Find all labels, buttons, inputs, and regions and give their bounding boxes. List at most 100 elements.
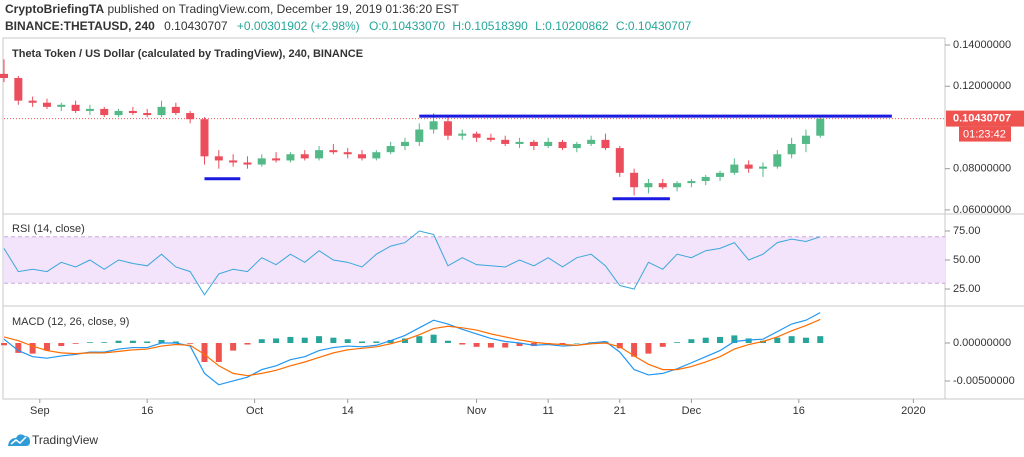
candle-body (214, 156, 223, 161)
histogram-bar (573, 343, 580, 344)
histogram-bar (788, 336, 795, 344)
candle-body (143, 113, 152, 116)
candle-body (157, 106, 166, 116)
y-tick-label: 75.00 (953, 225, 981, 237)
y-tick-label: 0.08000000 (953, 163, 1011, 175)
histogram-bar (717, 336, 724, 344)
histogram-bar (430, 334, 437, 344)
histogram-bar (444, 340, 451, 344)
candle-body (257, 158, 266, 165)
candle-body (529, 141, 538, 147)
candle-body (486, 137, 495, 140)
histogram-bar (258, 339, 265, 344)
candle-body (400, 141, 409, 147)
logo-cloud (8, 434, 30, 446)
histogram-bar (387, 339, 394, 344)
histogram-bar (817, 336, 824, 344)
histogram-bar (802, 337, 809, 344)
last-price-box (946, 110, 1024, 127)
histogram-bar (301, 337, 308, 344)
x-tick-label: 21 (614, 405, 626, 417)
candle-body (114, 110, 123, 116)
histogram-bar (373, 341, 380, 344)
histogram-bar (631, 343, 638, 357)
x-tick-label: Sep (30, 405, 50, 417)
histogram-bar (659, 343, 666, 347)
candle-body (14, 77, 23, 101)
candle-body (773, 154, 782, 167)
candle-body (71, 104, 80, 111)
candle-body (42, 102, 51, 107)
candle-body (716, 172, 725, 177)
x-tick-label: 16 (141, 405, 153, 417)
histogram-bar (602, 341, 609, 344)
footer-brand: TradingView (32, 433, 98, 447)
candle-body (558, 141, 567, 149)
macd-line (3, 318, 821, 377)
candle-body (28, 100, 37, 103)
candle-body (128, 110, 137, 114)
histogram-bar (244, 343, 251, 345)
x-tick-label: Nov (467, 405, 487, 417)
macd-line (3, 312, 821, 386)
histogram-bar (401, 338, 408, 344)
histogram-bar (287, 336, 294, 344)
candle-body (630, 172, 639, 188)
x-tick-label: 2020 (901, 405, 925, 417)
candle-body (601, 139, 610, 149)
y-tick-label: -0.00500000 (953, 375, 1015, 387)
histogram-bar (273, 338, 280, 344)
candle-body (458, 133, 467, 136)
candle-body (644, 183, 653, 188)
candle-body (472, 133, 481, 138)
candle-body (515, 141, 524, 144)
candle-body (415, 129, 424, 142)
histogram-bar (702, 337, 709, 344)
candle-body (544, 141, 553, 147)
candle-body (186, 113, 195, 120)
histogram-bar (72, 343, 79, 344)
candle-body (758, 166, 767, 169)
candle-body (687, 181, 696, 184)
candle-body (329, 150, 338, 153)
candle-body (57, 104, 66, 107)
candle-body (386, 146, 395, 153)
histogram-bar (645, 343, 652, 354)
candle-body (658, 183, 667, 188)
histogram-bar (774, 337, 781, 344)
candle-body (572, 143, 581, 149)
candle-body (0, 73, 8, 78)
rsi-line (3, 230, 821, 296)
histogram-bar (230, 343, 237, 351)
histogram-bar (172, 341, 179, 344)
published: published on TradingView.com, December 1… (107, 2, 459, 16)
candle-body (615, 148, 624, 173)
histogram-bar (674, 342, 681, 344)
histogram-bar (502, 343, 509, 348)
histogram-bar (316, 336, 323, 344)
histogram-bar (688, 339, 695, 344)
histogram-bar (616, 343, 623, 349)
histogram-bar (359, 341, 366, 344)
histogram-bar (215, 343, 222, 362)
x-tick-label: Oct (246, 405, 263, 417)
pane-title: Theta Token / US Dollar (calculated by T… (12, 48, 363, 60)
symbol-line: BINANCE:THETAUSD, 240 0.10430707 +0.0030… (5, 19, 692, 33)
countdown-box (959, 126, 1011, 142)
histogram-bar (15, 343, 22, 353)
ohlc-open: O:0.10433070 (369, 19, 445, 33)
histogram-bar (344, 339, 351, 344)
histogram-bar (745, 338, 752, 344)
histogram-bar (144, 341, 151, 344)
histogram-bar (559, 343, 566, 345)
ohlc-high: H:0.10518390 (452, 19, 528, 33)
candle-body (85, 108, 94, 111)
countdown: 01:23:42 (963, 128, 1006, 140)
candle-body (429, 121, 438, 130)
candle-body (171, 106, 180, 114)
histogram-bar (731, 335, 738, 344)
publish-line: CryptoBriefingTA published on TradingVie… (5, 2, 459, 16)
